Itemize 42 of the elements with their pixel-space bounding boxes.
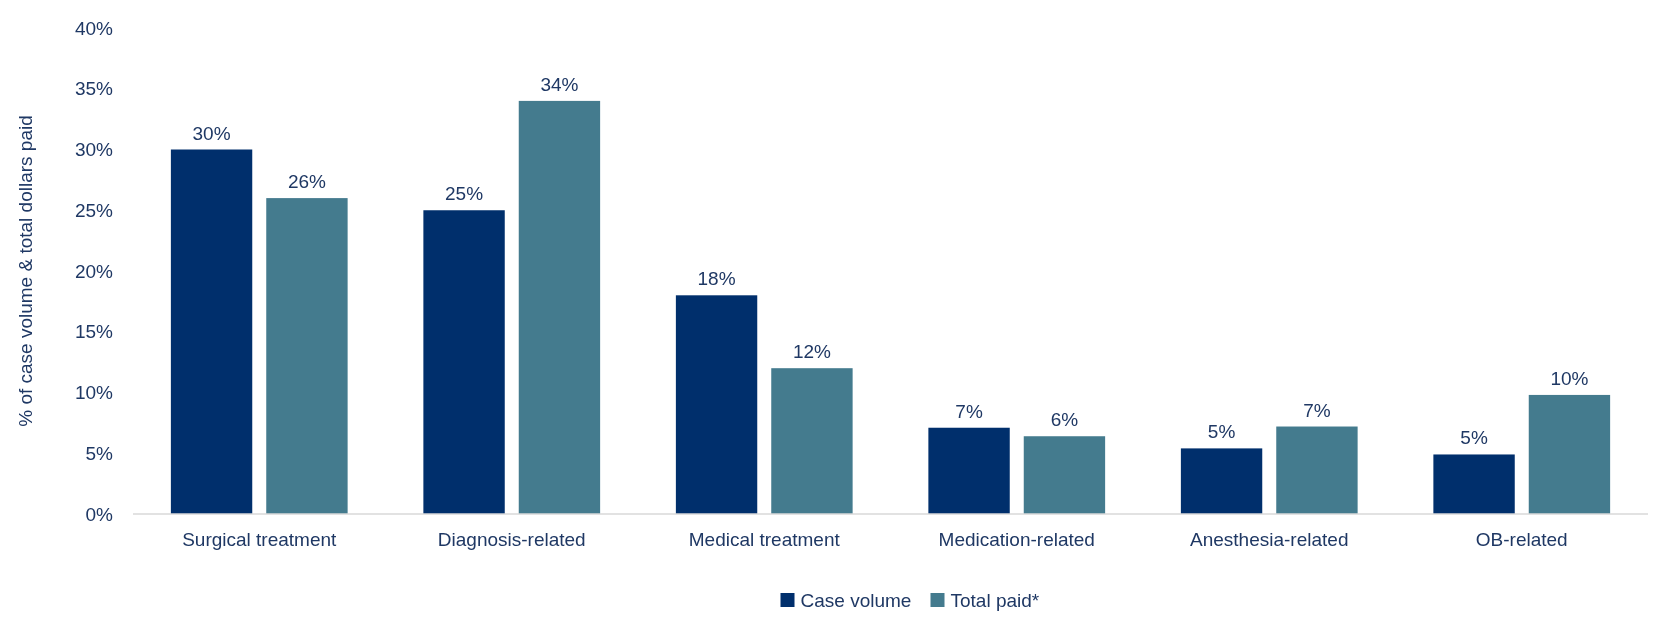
x-tick-label: Medication-related <box>938 529 1095 550</box>
legend-label: Total paid* <box>950 589 1040 611</box>
bar <box>1180 448 1263 514</box>
bar <box>771 368 853 514</box>
x-tick-label: Diagnosis-related <box>437 529 586 550</box>
bar <box>266 198 348 514</box>
data-label: 34% <box>540 73 579 95</box>
bar <box>1276 426 1358 514</box>
data-label: 7% <box>955 400 983 422</box>
data-label: 7% <box>1303 399 1331 421</box>
data-label: 26% <box>287 171 327 193</box>
bar <box>170 149 253 514</box>
data-label: 30% <box>192 122 231 144</box>
bar <box>1528 394 1611 514</box>
x-tick-label: Surgical treatment <box>182 529 338 550</box>
bar <box>675 295 758 514</box>
y-tick-label: 15% <box>74 321 114 343</box>
data-label: 6% <box>1050 409 1079 431</box>
y-tick-label: 30% <box>74 139 114 161</box>
data-label: 25% <box>445 183 484 205</box>
bar <box>518 100 601 514</box>
x-tick-label: Medical treatment <box>688 529 841 550</box>
x-tick-label: Anesthesia-related <box>1190 529 1349 550</box>
bar <box>928 427 1010 514</box>
y-tick-label: 25% <box>74 199 114 221</box>
data-label: 18% <box>697 268 736 290</box>
legend-label: Case volume <box>800 589 912 611</box>
bar <box>1023 436 1106 514</box>
x-tick-label: OB-related <box>1475 529 1568 550</box>
y-tick-label: 35% <box>74 78 114 100</box>
data-label: 5% <box>1460 427 1488 449</box>
y-tick-label: 10% <box>74 382 114 404</box>
data-label: 12% <box>792 341 832 363</box>
data-label: 10% <box>1550 367 1589 389</box>
y-tick-label: 0% <box>85 503 114 525</box>
y-tick-label: 5% <box>85 442 114 464</box>
y-tick-label: 40% <box>74 17 114 39</box>
y-axis-title: % of case volume & total dollars paid <box>15 115 36 427</box>
bar <box>423 210 505 514</box>
data-label: 5% <box>1207 421 1236 443</box>
y-tick-label: 20% <box>74 260 114 282</box>
bar <box>1433 454 1515 514</box>
